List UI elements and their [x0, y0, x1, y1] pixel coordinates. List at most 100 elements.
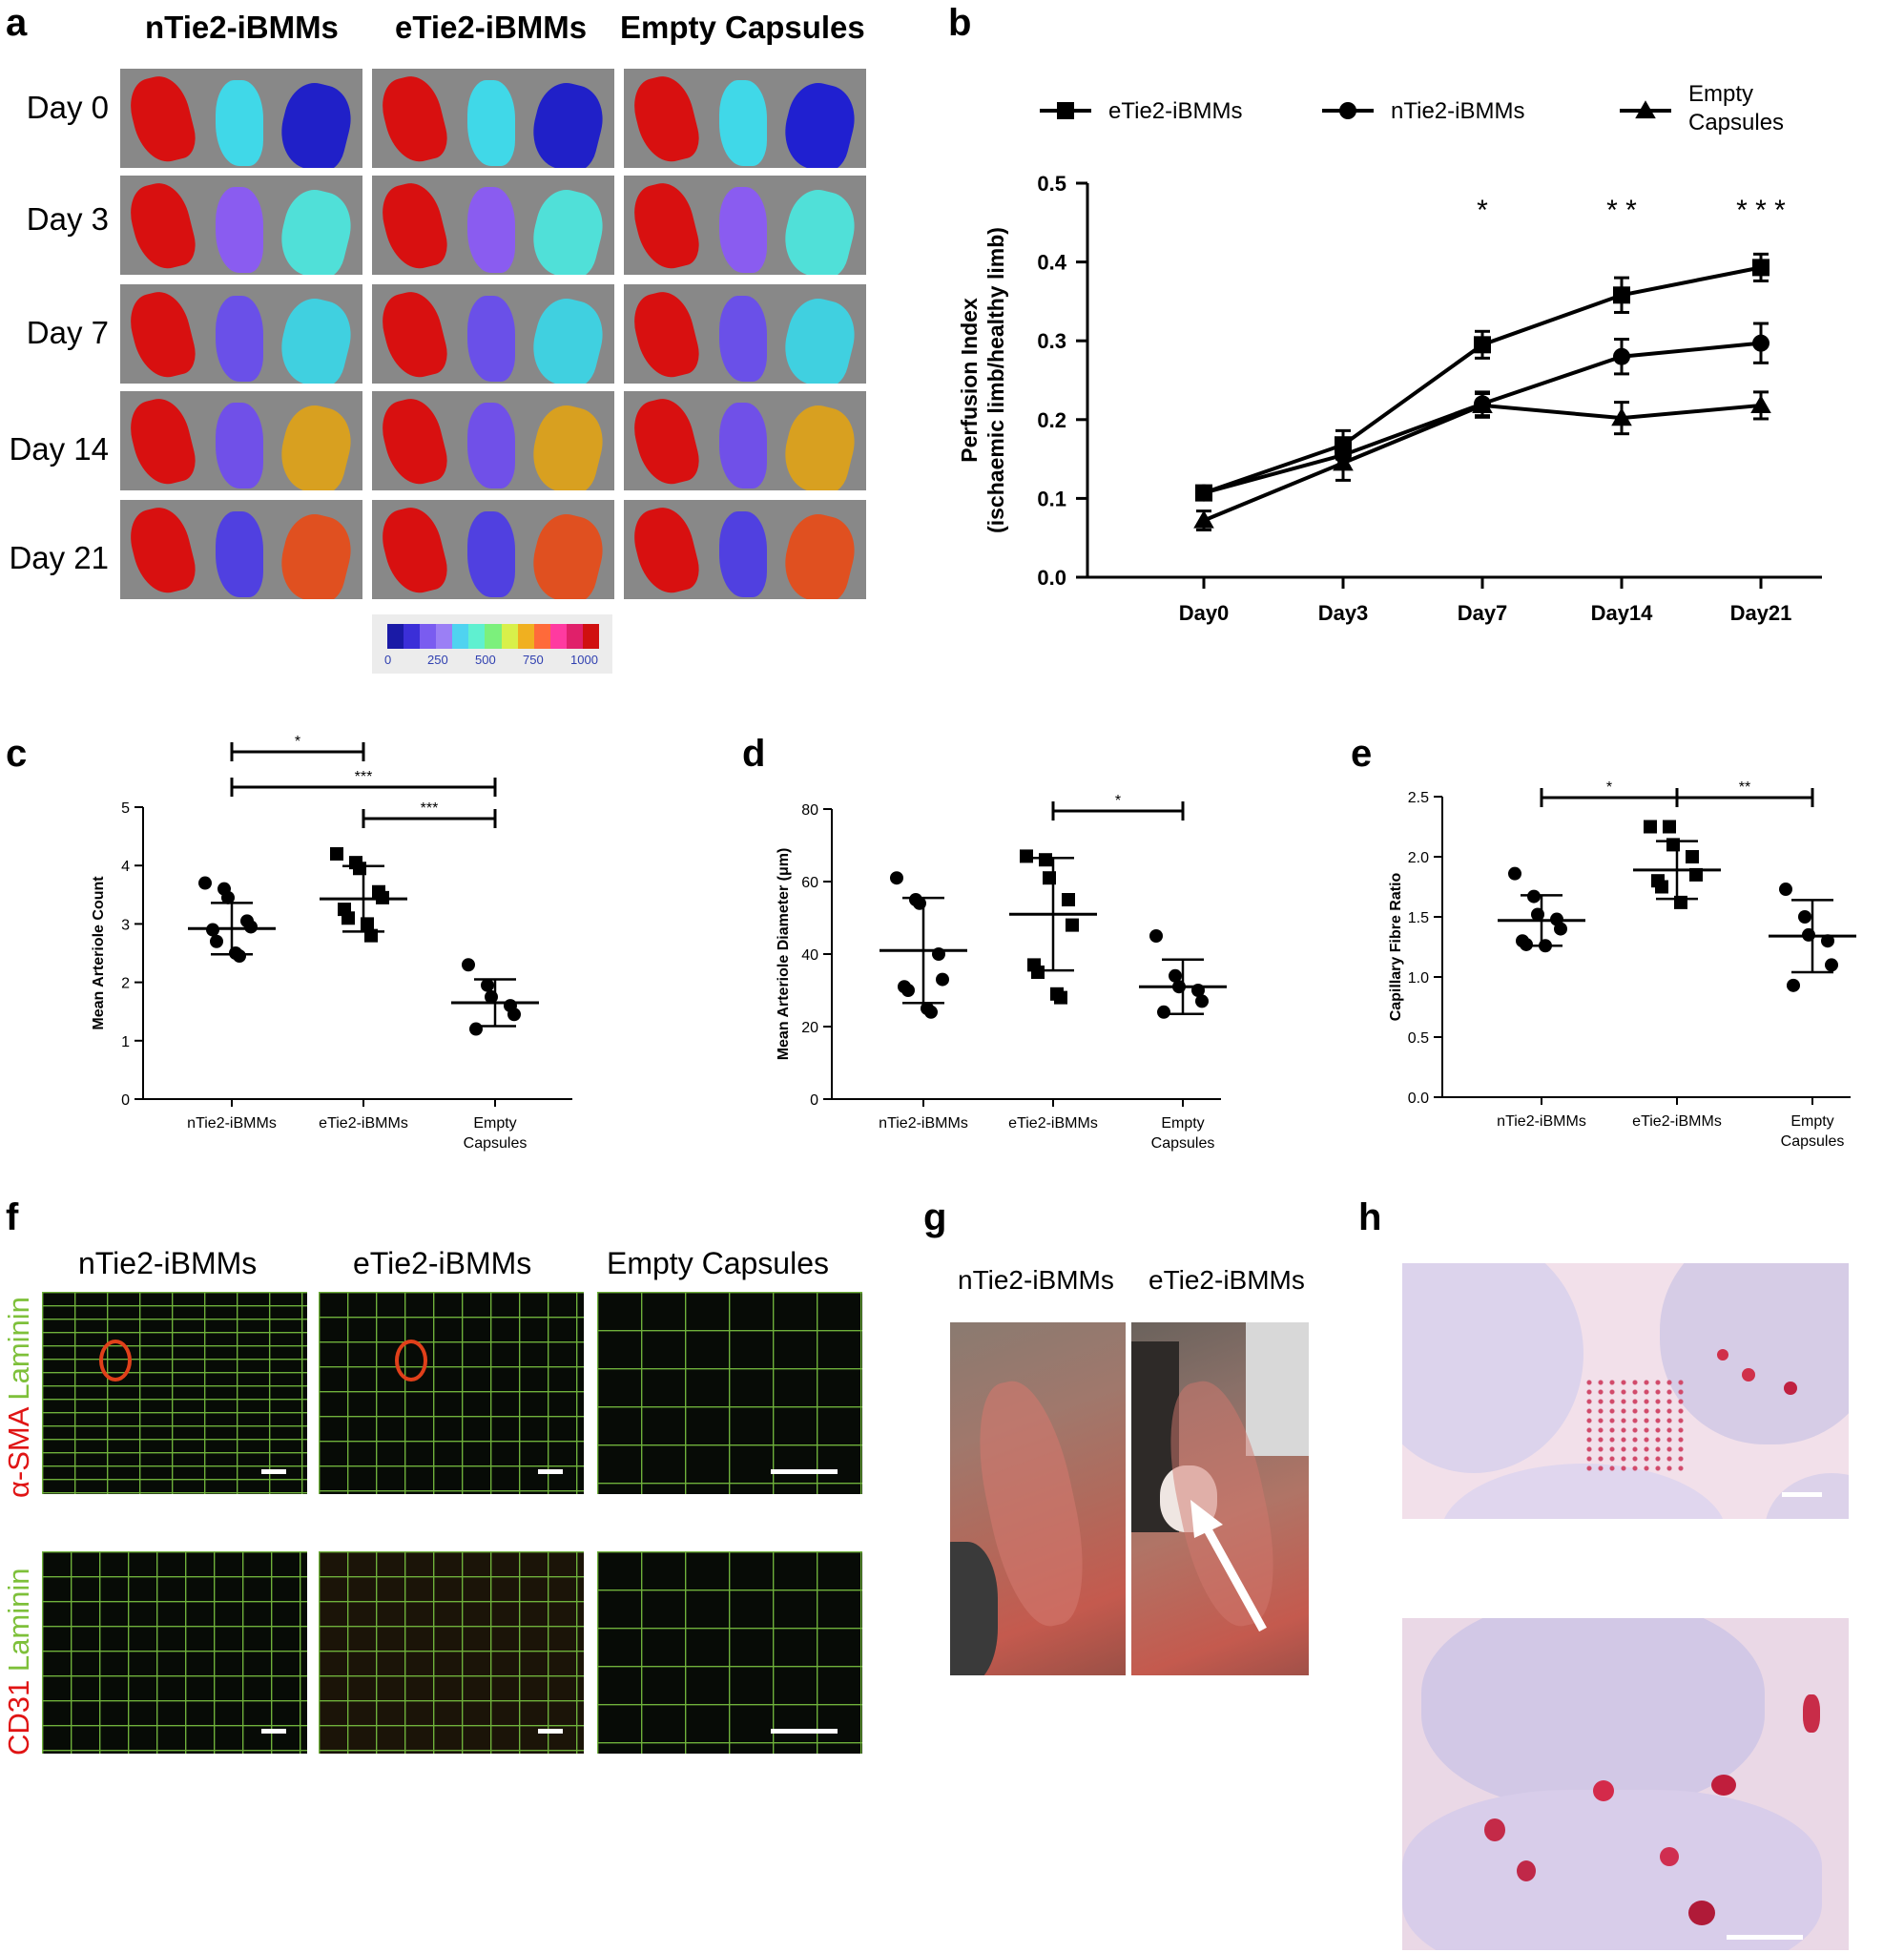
panel-e-point-2-3: [1821, 934, 1834, 948]
panel-b-point-2-1: [1333, 452, 1354, 471]
panel-a-colorbar: 0 250 500 750 1000: [372, 614, 612, 674]
panel-b-point-2-0: [1193, 509, 1214, 529]
panel-b-legend-marker-0: [1057, 102, 1074, 119]
panel-g-col-header-1: eTie2-iBMMs: [1149, 1265, 1305, 1295]
panel-d-point-0-8: [924, 1005, 938, 1019]
panel-b-legend-label-1-line-0: nTie2-iBMMs: [1391, 98, 1524, 124]
panel-e-point-2-0: [1779, 883, 1792, 897]
panel-f-col-header-2: Empty Capsules: [607, 1246, 829, 1280]
panel-a-row-label-4: Day 21: [9, 540, 109, 575]
panel-f-row1-label: α-SMA Laminin: [2, 1297, 46, 1498]
micrograph-r1-c0: [42, 1551, 307, 1754]
colorbar-swatch-9: [533, 624, 550, 649]
panel-d-ytick-label-4: 80: [801, 802, 818, 819]
panel-b-ylabel-line-1: (ischaemic limb/healthy limb): [983, 227, 1008, 533]
panel-c-xtick-label-0-line-0: nTie2-iBMMs: [187, 1115, 277, 1132]
panel-c-xtick-label-2-line-0: Empty: [473, 1115, 516, 1132]
perfusion-tile-r3-c2: [624, 391, 866, 490]
micrograph-scalebar-r0-c2: [771, 1469, 838, 1474]
panel-h-histology-bottom: [1402, 1618, 1849, 1950]
micrograph-r1-c1: [319, 1551, 584, 1754]
micrograph-r0-c2: [597, 1292, 862, 1494]
panel-a-letter: a: [6, 2, 28, 44]
panel-d-xtick-label-2-line-1: Capsules: [1151, 1135, 1215, 1152]
panel-f-row2-label-red: CD31: [2, 1679, 35, 1756]
panel-c-ytick-label-0: 0: [121, 1092, 130, 1109]
perfusion-tile-r1-c1: [372, 176, 614, 275]
panel-b-series-line-0: [1203, 265, 1762, 495]
panel-c-xtick-label-2-line-1: Capsules: [464, 1135, 528, 1152]
panel-b-legend-label-1: nTie2-iBMMs: [1391, 98, 1524, 124]
micrograph-scalebar-r1-c2: [771, 1729, 838, 1734]
panel-e-xtick-label-2-line-0: Empty: [1790, 1113, 1833, 1130]
panel-d-point-0-6: [901, 984, 915, 997]
perfusion-tile-r2-c1: [372, 284, 614, 384]
panel-d-xtick-label-2: Empty Capsules: [1151, 1115, 1215, 1152]
panel-b-ylabel: Perfusion Index(ischaemic limb/healthy l…: [957, 227, 1008, 533]
panel-e-xtick-label-1: eTie2-iBMMs: [1632, 1113, 1722, 1130]
panel-c-ytick-label-4: 4: [121, 859, 130, 875]
panel-d-point-1-6: [1031, 966, 1045, 979]
panel-d-dot-plot: 0 20 40 60 80 Mean Arteriole Diameter (μm) nTi…: [776, 793, 1227, 1152]
panel-b-ytick-label-0: 0.0: [1037, 566, 1066, 590]
perfusion-tile-r1-c2: [624, 176, 866, 275]
panel-e-dot-plot: 0.0 0.5 1.0 1.5 2.0 2.5 Capillary Fibre Ratio n…: [1388, 779, 1856, 1150]
panel-b-ytick-label-1: 0.1: [1037, 487, 1066, 510]
panel-b-significance-1: * *: [1606, 195, 1637, 226]
panel-b-xtick-label-4: Day21: [1730, 601, 1792, 625]
panel-e-point-2-5: [1787, 978, 1800, 992]
perfusion-tile-r4-c2: [624, 500, 866, 599]
panel-d-point-2-1: [1169, 968, 1182, 983]
panel-h-histology-top: [1402, 1263, 1849, 1519]
panel-f-row1-label-green: Laminin: [2, 1297, 35, 1401]
panel-c-xtick-label-1-line-0: eTie2-iBMMs: [319, 1115, 408, 1132]
panel-b-point-2-3: [1611, 407, 1632, 426]
panel-b-legend-label-0-line-0: eTie2-iBMMs: [1108, 98, 1242, 124]
perfusion-tile-r1-c0: [120, 176, 362, 275]
panel-e-xtick-label-1-line-0: eTie2-iBMMs: [1632, 1113, 1722, 1130]
panel-b-legend-label-2-line-0: Empty: [1688, 81, 1753, 107]
panel-d-point-0-4: [936, 972, 949, 987]
panel-b-legend-marker-1: [1339, 102, 1356, 119]
panel-d-point-1-1: [1039, 853, 1052, 867]
panel-d-ytick-label-3: 60: [801, 875, 818, 891]
panel-b-legend-label-0: eTie2-iBMMs: [1108, 98, 1242, 124]
panel-c-ytick-label-3: 3: [121, 917, 130, 933]
colorbar-swatch-10: [549, 624, 567, 649]
panel-g-photo-etie2: [1131, 1322, 1309, 1675]
panel-e-point-1-6: [1655, 880, 1668, 894]
micrograph-r0-c0: [42, 1292, 307, 1494]
perfusion-tile-r4-c1: [372, 500, 614, 599]
panel-d-letter: d: [742, 733, 766, 775]
panel-e-point-1-1: [1663, 820, 1676, 834]
panel-b-point-0-3: [1613, 286, 1630, 304]
panel-d-ylabel: Mean Arteriole Diameter (μm): [776, 848, 792, 1061]
panel-g-col-header-0: nTie2-iBMMs: [958, 1265, 1114, 1295]
colorbar-swatch-6: [485, 624, 502, 649]
panel-c-dot-plot: 0 1 2 3 4 5 Mean Arteriole Count nTie2-iBMMs eTi…: [91, 734, 572, 1152]
panel-c-point-0-6: [210, 934, 223, 948]
panel-c-letter: c: [6, 733, 28, 775]
micrograph-r1-c2: [597, 1551, 862, 1754]
panel-b-xtick-label-3: Day14: [1591, 601, 1654, 625]
panel-e-ytick-label-4: 2.0: [1408, 850, 1429, 866]
panel-c-xtick-label-0: nTie2-iBMMs: [187, 1115, 277, 1132]
panel-e-ytick-label-2: 1.0: [1408, 970, 1429, 987]
panel-d-point-0-0: [890, 871, 903, 885]
panel-b-ytick-label-2: 0.2: [1037, 408, 1066, 432]
perfusion-tile-r0-c2: [624, 69, 866, 168]
panel-c-ytick-label-5: 5: [121, 800, 130, 817]
panel-b-xtick-label-2: Day7: [1458, 601, 1508, 625]
panel-h-scalebar-bottom: [1727, 1935, 1803, 1940]
panel-g-letter: g: [923, 1196, 947, 1238]
colorbar-tick-3: 750: [523, 653, 544, 667]
panel-e-ytick-label-5: 2.5: [1408, 790, 1429, 806]
panel-b-significance-2: * * *: [1736, 195, 1786, 226]
panel-d-xtick-label-1-line-0: eTie2-iBMMs: [1008, 1115, 1098, 1132]
perfusion-tile-r4-c0: [120, 500, 362, 599]
panel-c-point-2-1: [481, 978, 494, 992]
panel-f-letter: f: [6, 1196, 19, 1238]
panel-b-ylabel-line-0: Perfusion Index: [957, 298, 982, 463]
panel-f-row1-label-red: α-SMA: [2, 1408, 35, 1498]
panel-e-ytick-label-1: 0.5: [1408, 1030, 1429, 1047]
